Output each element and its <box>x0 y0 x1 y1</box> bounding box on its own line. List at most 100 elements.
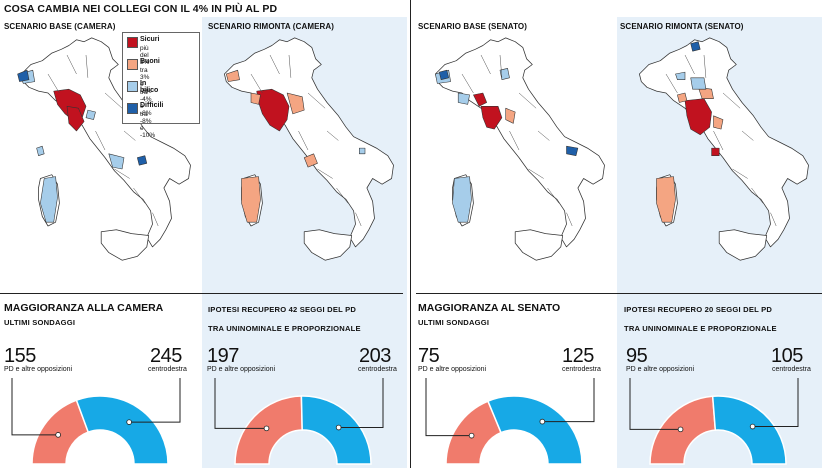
district-border <box>152 212 159 227</box>
district-border <box>547 187 560 204</box>
district-sicuri <box>480 106 503 130</box>
gauge0-right-label: centrodestra <box>148 366 187 373</box>
legend-swatch <box>127 103 138 114</box>
district-buoni <box>713 115 724 130</box>
district-border <box>480 54 491 75</box>
district-in-bilico <box>457 92 470 105</box>
hyp-camera-line1: IPOTESI RECUPERO 42 SEGGI DEL PD <box>208 305 357 314</box>
legend-title: Buoni <box>140 58 160 65</box>
gauge-cdx-arc <box>711 395 787 465</box>
gauge-cdx-leader-dot <box>335 424 342 431</box>
gauge3-left-value: 95 <box>626 345 648 367</box>
district-sicuri <box>256 88 290 132</box>
map-italy-rimonta-camera <box>224 37 394 261</box>
hyp-senato-line1: IPOTESI RECUPERO 20 SEGGI DEL PD <box>624 305 773 314</box>
district-buoni <box>286 92 305 115</box>
gauge-cdx-leader-dot <box>126 419 132 425</box>
district-border <box>703 54 707 78</box>
district-in-bilico <box>452 176 472 223</box>
gauge3-left-label: PD e altre opposizioni <box>626 366 695 373</box>
gauge1-right-value: 203 <box>359 345 391 367</box>
gauge-pd-leader-dot <box>468 432 475 439</box>
legend-title: Sicuri <box>140 36 160 43</box>
legend-title: In bilico <box>140 80 159 94</box>
district-border <box>317 168 333 179</box>
legend-swatch <box>127 59 138 70</box>
district-buoni <box>656 176 676 223</box>
gauge0-left-value: 155 <box>4 345 36 367</box>
district-border <box>66 54 77 75</box>
gauge2-left-label: PD e altre opposizioni <box>418 366 487 373</box>
district-border <box>288 54 292 78</box>
page-title: COSA CAMBIA NEI COLLEGI CON IL 4% IN PIÙ… <box>4 3 278 15</box>
district-border <box>114 168 130 179</box>
gauge2-right-label: centrodestra <box>562 366 601 373</box>
district-difficili <box>17 69 30 82</box>
gauge-senato-rimonta <box>629 378 799 465</box>
divider-left <box>0 293 403 294</box>
district-difficili <box>566 145 579 156</box>
gauge-senato-base <box>425 378 595 465</box>
gauge-cdx-leader <box>752 378 799 428</box>
district-buoni <box>241 176 261 223</box>
district-in-bilico <box>40 176 58 223</box>
district-border <box>566 212 573 227</box>
district-in-bilico <box>359 147 366 155</box>
district-border <box>741 130 754 141</box>
gauge-cdx-leader-dot <box>539 418 546 425</box>
district-border <box>665 73 678 94</box>
hyp-camera-line2: TRA UNINOMINALE E PROPORZIONALE <box>208 324 361 333</box>
gauge3-right-value: 105 <box>771 345 803 367</box>
district-in-bilico <box>675 71 686 80</box>
gauge-pd-leader-dot <box>677 426 684 433</box>
divider-right <box>416 293 822 294</box>
district-difficili <box>438 69 449 80</box>
map-legend: Sicuri più del 3% Buoni tra 3% e -3% In … <box>122 32 200 139</box>
gauge-pd-leader <box>629 378 681 430</box>
sicily-shape <box>100 229 150 261</box>
legend-range: tra -8% e -10% <box>140 111 156 139</box>
district-buoni <box>226 69 240 82</box>
gauge-cdx-leader-dot <box>749 423 756 430</box>
district-buoni <box>303 153 318 168</box>
district-border <box>307 92 326 109</box>
gauge-pd-leader <box>425 378 472 437</box>
section-title-senato: MAGGIORANZA AL SENATO <box>418 302 561 314</box>
district-border <box>461 73 474 94</box>
district-border <box>751 187 764 204</box>
gauge1-left-value: 197 <box>207 345 239 367</box>
map-italy-rimonta-senato <box>639 37 809 261</box>
map-italy-base-senato <box>435 37 605 261</box>
gauge-pd-leader <box>11 378 59 436</box>
gauge-cdx-leader <box>129 378 181 423</box>
district-border <box>326 130 339 141</box>
section-subtitle-camera: ULTIMI SONDAGGI <box>4 318 76 327</box>
district-border <box>537 130 550 141</box>
district-border <box>509 130 520 151</box>
district-border <box>133 187 146 204</box>
district-border <box>518 92 537 109</box>
section-title-camera: MAGGIORANZA ALLA CAMERA <box>4 302 164 314</box>
district-buoni <box>505 107 516 124</box>
district-border <box>104 92 123 109</box>
gauge-camera-base <box>11 378 181 465</box>
district-in-bilico <box>85 109 96 120</box>
district-buoni <box>677 92 688 103</box>
district-in-bilico <box>36 145 45 156</box>
sicily-shape <box>718 229 768 261</box>
district-border <box>95 130 106 151</box>
map-label-base-senato: SCENARIO BASE (SENATO) <box>418 22 528 31</box>
district-border <box>85 54 89 78</box>
map-label-rimonta-senato: SCENARIO RIMONTA (SENATO) <box>620 22 744 31</box>
gauge2-left-value: 75 <box>418 345 440 367</box>
district-border <box>499 54 503 78</box>
district-sicuri <box>66 106 85 132</box>
center-divider <box>410 0 411 468</box>
gauge-cdx-leader <box>542 378 595 423</box>
district-buoni <box>250 92 261 105</box>
hyp-senato-line2: TRA UNINOMINALE E PROPORZIONALE <box>624 324 777 333</box>
gauge3-right-label: centrodestra <box>772 366 811 373</box>
district-border <box>336 187 349 204</box>
gauge2-right-value: 125 <box>562 345 594 367</box>
map-label-rimonta-camera: SCENARIO RIMONTA (CAMERA) <box>208 22 335 31</box>
